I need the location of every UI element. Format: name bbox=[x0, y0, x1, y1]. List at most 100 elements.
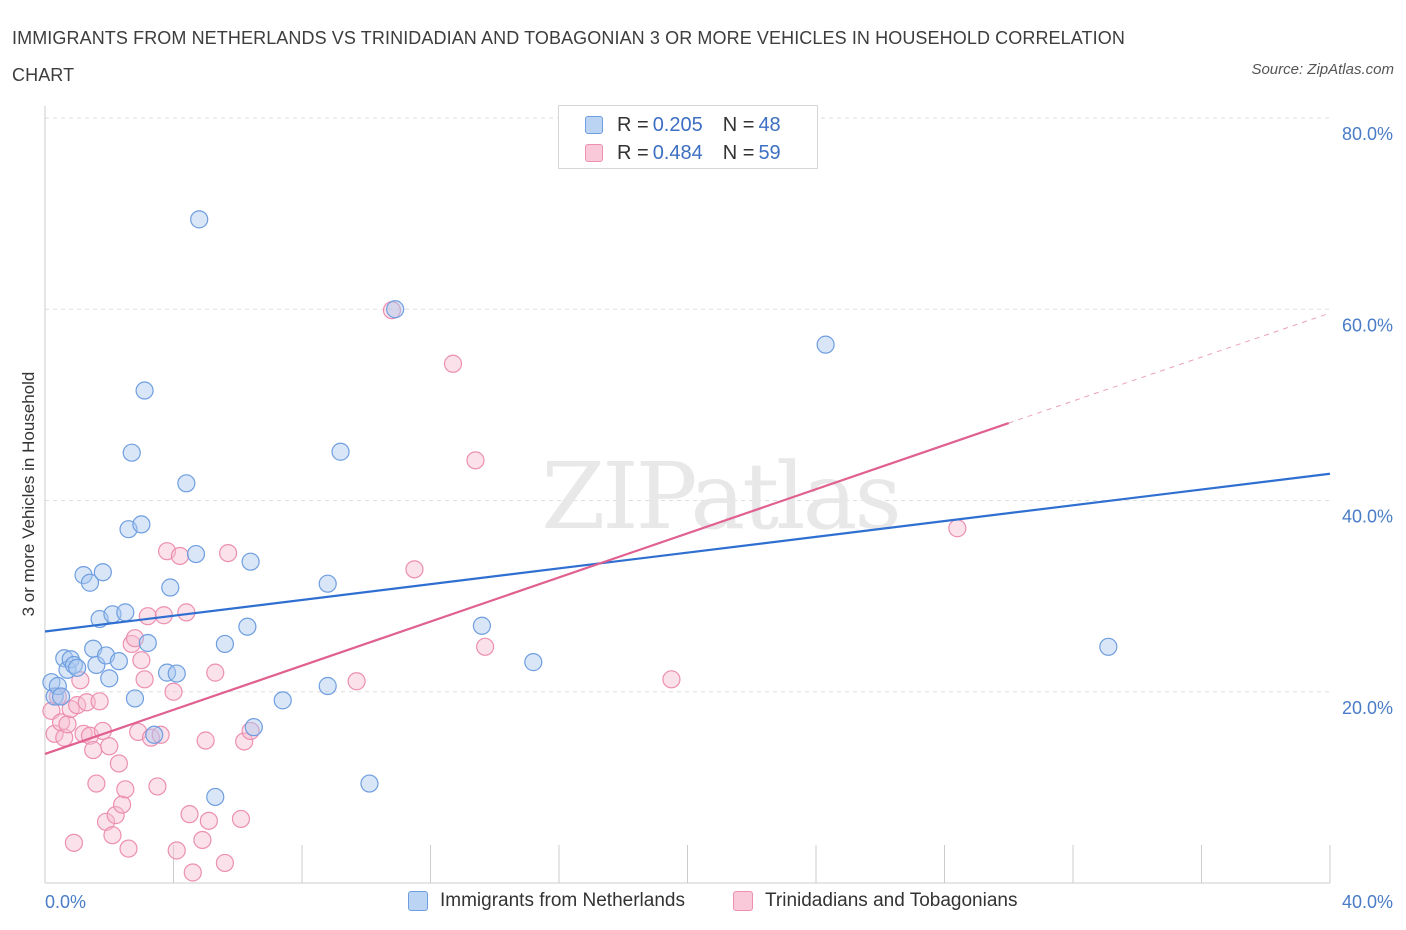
tick-labels: 20.0% 40.0% 60.0% 80.0% 0.0% 40.0% bbox=[45, 124, 1393, 912]
netherlands-point bbox=[360, 774, 379, 793]
trinidad-point bbox=[148, 777, 167, 796]
netherlands-point bbox=[80, 573, 100, 592]
y-tick-label: 80.0% bbox=[1342, 124, 1393, 144]
netherlands-point bbox=[45, 687, 64, 706]
trinidad-point bbox=[138, 607, 157, 626]
netherlands-point bbox=[145, 725, 164, 744]
trinidad-point bbox=[135, 670, 154, 689]
netherlands-point bbox=[64, 655, 84, 675]
trinidad-point bbox=[206, 663, 225, 682]
trinidad-point bbox=[122, 634, 141, 654]
trinidad-point bbox=[132, 651, 151, 670]
x-tick-label: 0.0% bbox=[45, 892, 86, 912]
netherlands-point bbox=[318, 676, 337, 696]
y-tick-label: 40.0% bbox=[1342, 507, 1393, 527]
trinidad-point bbox=[45, 724, 64, 743]
correlation-legend: R = 0.205 N = 48 R = 0.484 N = 59 bbox=[558, 105, 818, 169]
bottom-legend-swatch-blue bbox=[408, 891, 428, 911]
y-axis-label: 3 or more Vehicles in Household bbox=[19, 372, 38, 617]
trinidad-point bbox=[109, 754, 128, 773]
axes bbox=[44, 106, 1331, 884]
grid-lines bbox=[45, 117, 1330, 693]
trinidad-point bbox=[183, 863, 202, 882]
legend-swatch-pink bbox=[585, 144, 603, 162]
netherlands-point bbox=[122, 443, 141, 462]
legend-row-trinidad: R = 0.484 N = 59 bbox=[585, 141, 781, 165]
trinidad-point bbox=[235, 732, 254, 751]
netherlands-point bbox=[318, 574, 337, 593]
netherlands-point bbox=[238, 617, 257, 636]
trinidad-point bbox=[64, 833, 84, 852]
legend-n-value: 48 bbox=[758, 113, 781, 136]
netherlands-point bbox=[206, 787, 225, 807]
netherlands-point bbox=[241, 552, 260, 571]
netherlands-point bbox=[109, 652, 128, 671]
netherlands-point bbox=[472, 616, 491, 635]
netherlands-point bbox=[1099, 637, 1118, 656]
trinidad-point bbox=[119, 839, 138, 858]
trinidad-point bbox=[51, 713, 71, 732]
trinidad-point bbox=[199, 811, 218, 830]
trinidad-point bbox=[167, 841, 186, 860]
bottom-legend-label: Immigrants from Netherlands bbox=[440, 890, 685, 911]
netherlands-point bbox=[816, 335, 835, 354]
trinidad-point bbox=[103, 826, 122, 845]
netherlands-point bbox=[48, 676, 67, 696]
netherlands-point bbox=[51, 687, 71, 706]
legend-n-label: N = bbox=[722, 113, 755, 136]
trinidad-point bbox=[151, 725, 170, 744]
netherlands-point bbox=[55, 649, 74, 668]
trinidad-point bbox=[170, 546, 190, 566]
legend-r-value: 0.205 bbox=[652, 113, 703, 136]
legend-r-label: R = bbox=[617, 113, 649, 136]
netherlands-point bbox=[132, 515, 151, 534]
chart-title: IMMIGRANTS FROM NETHERLANDS VS TRINIDADI… bbox=[12, 28, 1125, 85]
netherlands-point bbox=[386, 300, 405, 319]
trinidad-point bbox=[180, 805, 199, 824]
netherlands-point bbox=[524, 653, 543, 672]
legend-row-netherlands: R = 0.205 N = 48 bbox=[585, 113, 781, 137]
x-tick-label: 40.0% bbox=[1342, 892, 1393, 912]
netherlands-point bbox=[157, 663, 177, 682]
trinidad-point bbox=[215, 853, 234, 873]
trinidad-point bbox=[100, 737, 119, 756]
trinidad-point bbox=[405, 560, 424, 579]
trinidad-point bbox=[443, 354, 463, 373]
trend-lines bbox=[44, 312, 1331, 755]
trinidad-point bbox=[948, 519, 967, 538]
netherlands-point bbox=[100, 669, 119, 688]
trinidad-trend-line bbox=[44, 422, 1010, 755]
bottom-legend-swatch-pink bbox=[733, 891, 753, 911]
bottom-legend-label: Trinidadians and Tobagonians bbox=[765, 890, 1018, 911]
netherlands-point bbox=[190, 210, 209, 229]
trinidad-point bbox=[87, 774, 106, 793]
bottom-legend-netherlands: Immigrants from Netherlands bbox=[408, 888, 685, 914]
legend-r-label: R = bbox=[617, 141, 649, 164]
netherlands-point bbox=[215, 634, 234, 654]
trinidad-point bbox=[116, 780, 135, 799]
netherlands-point bbox=[138, 633, 157, 653]
trinidad-point bbox=[193, 830, 212, 850]
netherlands-point bbox=[186, 544, 206, 564]
netherlands-point bbox=[273, 691, 292, 710]
netherlands-point bbox=[331, 442, 350, 461]
trinidad-point bbox=[164, 682, 183, 701]
trinidad-point bbox=[231, 809, 251, 829]
netherlands-point bbox=[68, 658, 87, 677]
netherlands-point bbox=[177, 474, 196, 493]
netherlands-point bbox=[135, 381, 154, 400]
legend-n-label: N = bbox=[722, 141, 755, 164]
y-tick-label: 60.0% bbox=[1342, 315, 1393, 335]
trinidad-point bbox=[112, 795, 132, 814]
trinidad-point bbox=[58, 715, 77, 734]
trinidad-point bbox=[219, 543, 238, 563]
source-label: Source: ZipAtlas.com bbox=[1251, 61, 1394, 78]
netherlands-point bbox=[244, 718, 263, 737]
trinidad-point bbox=[662, 670, 681, 689]
trinidad-point bbox=[90, 692, 109, 711]
trinidad-point bbox=[77, 693, 96, 712]
netherlands-point bbox=[125, 689, 145, 708]
netherlands-point bbox=[167, 664, 186, 683]
trinidad-point bbox=[196, 731, 215, 750]
